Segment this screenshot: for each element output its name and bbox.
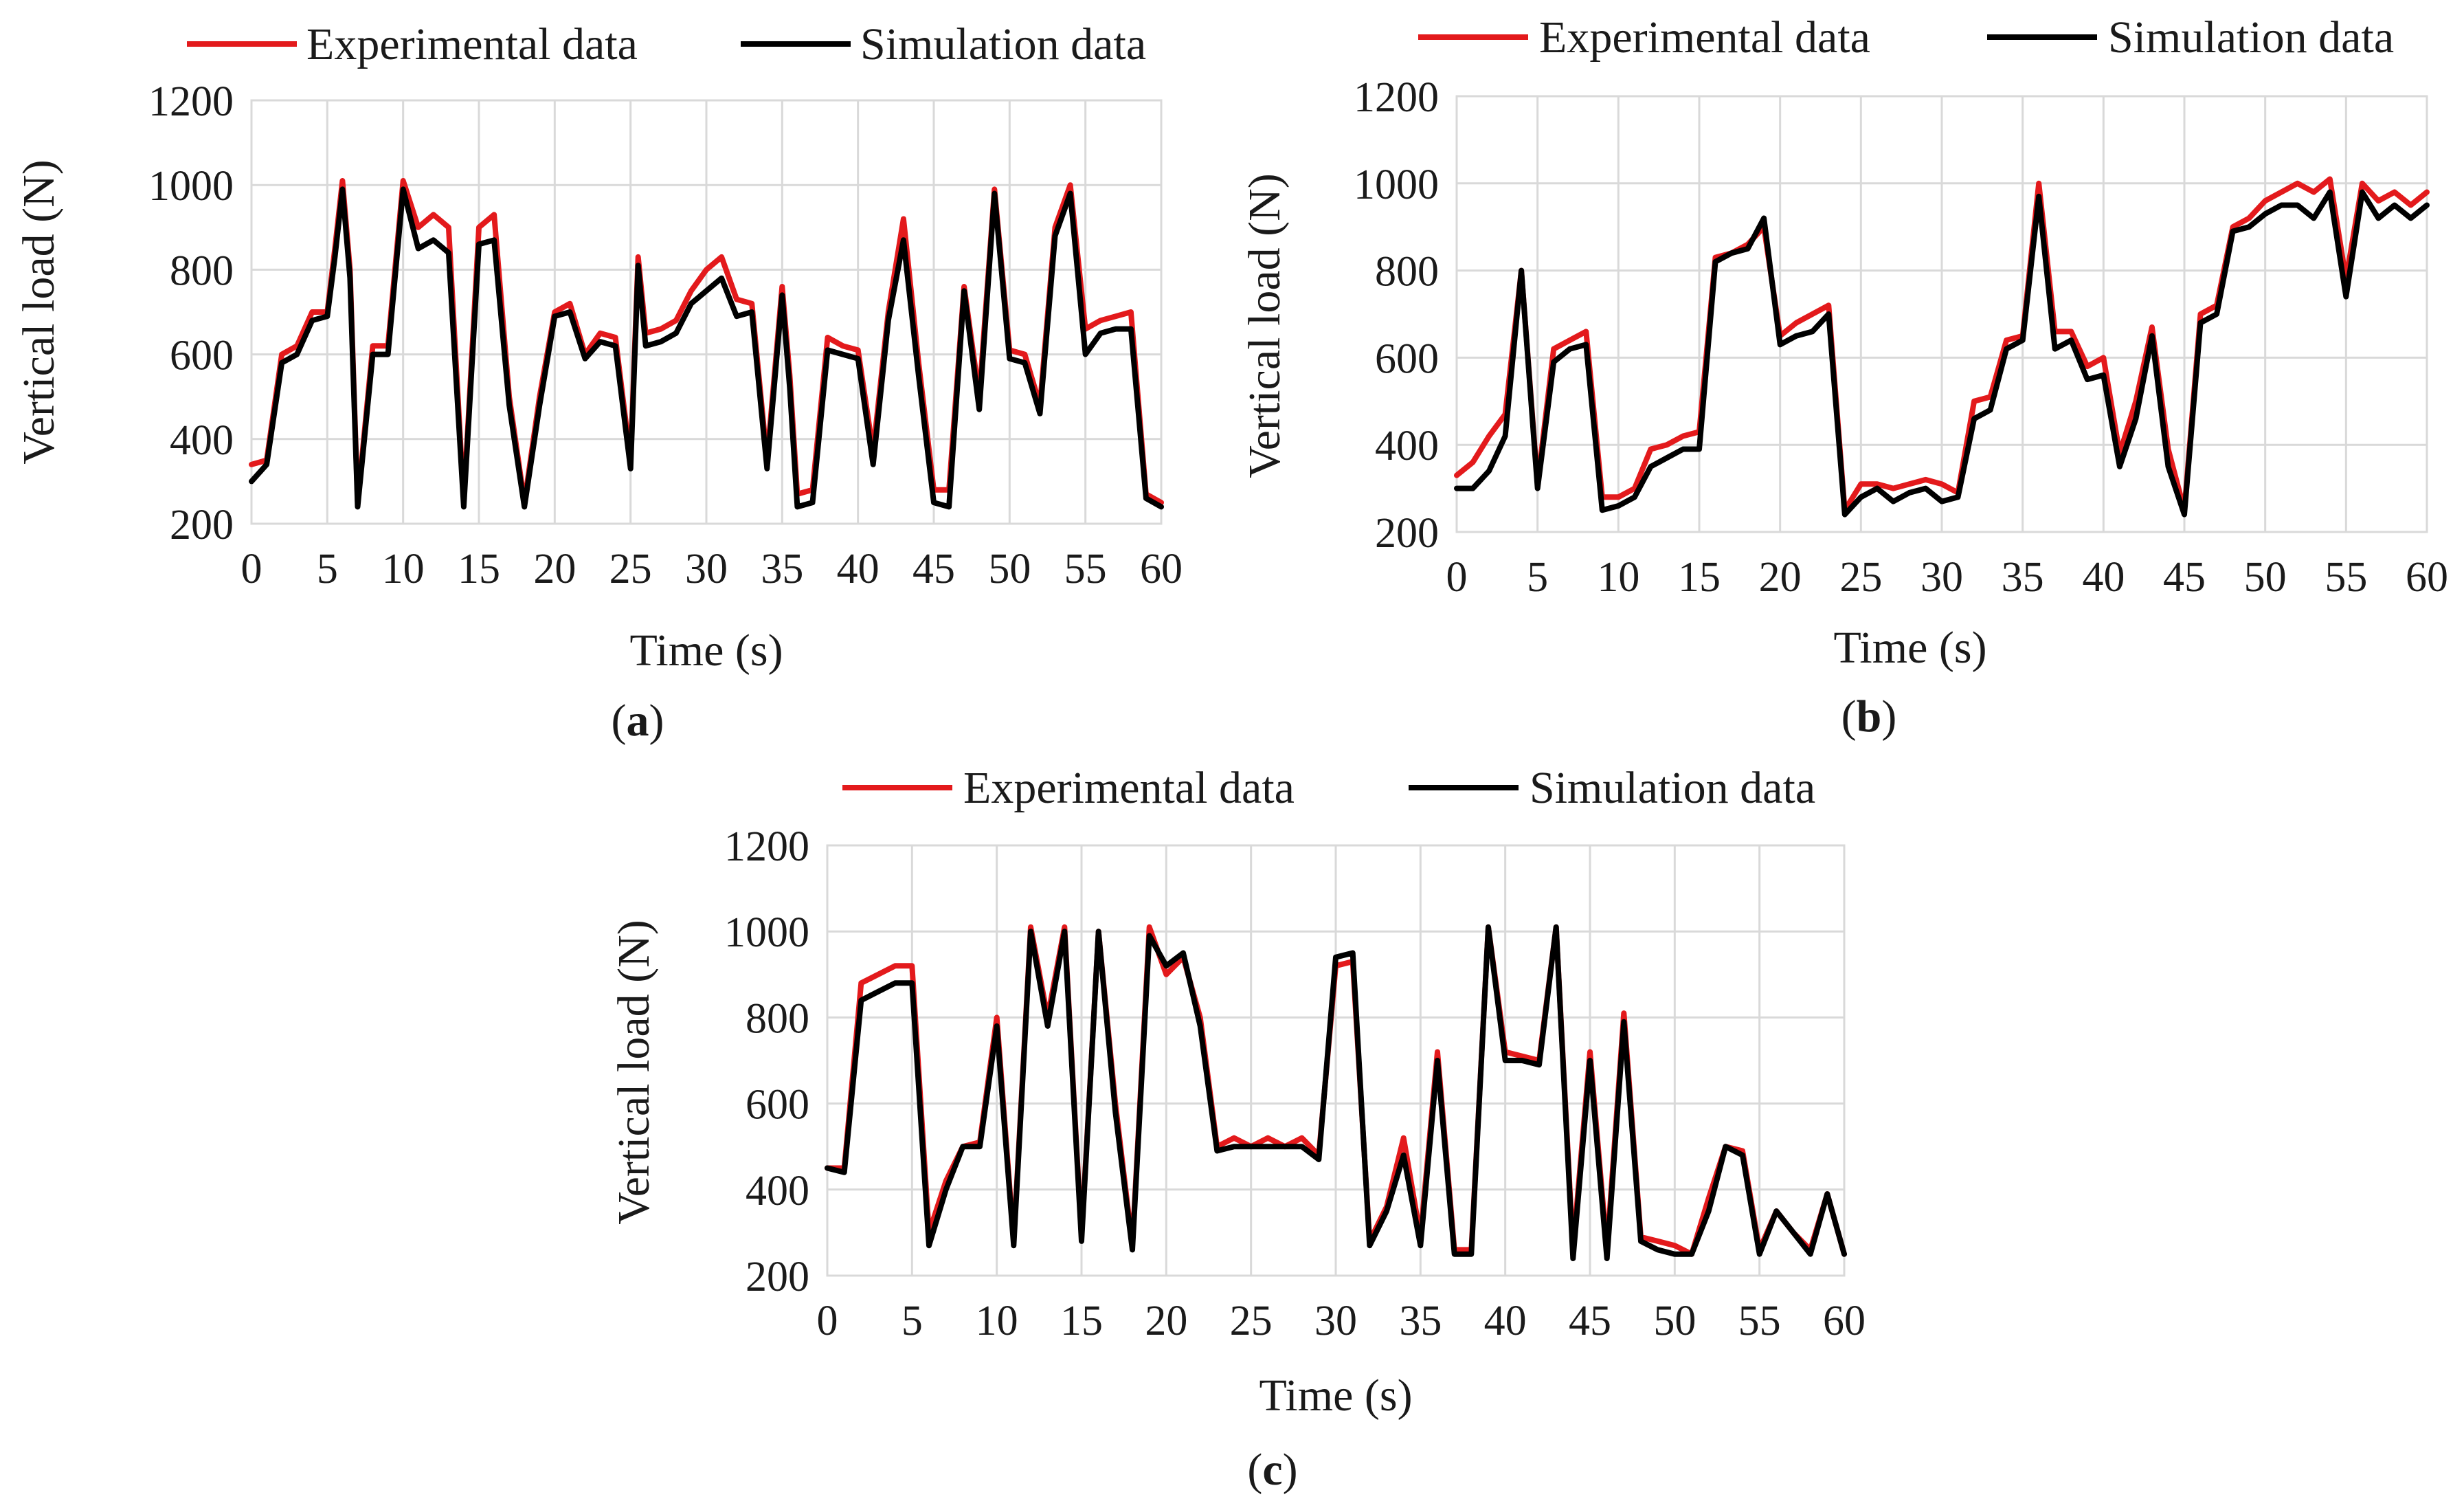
x-tick-label-b-3: 15 — [1678, 554, 1721, 601]
x-tick-label-a-2: 10 — [382, 546, 425, 592]
y-tick-label-b-0: 200 — [1375, 510, 1439, 557]
y-axis-title-b: Vertical load (N) — [1240, 173, 1290, 478]
x-tick-label-c-6: 30 — [1314, 1298, 1357, 1344]
chart-panel-b: Experimental data Simulation data 0 5 10 15… — [1240, 12, 2448, 742]
x-tick-label-b-9: 45 — [2163, 554, 2206, 601]
x-tick-label-c-5: 25 — [1230, 1298, 1273, 1344]
chart-panel-c: Experimental data Simulation data 0 5 10 15… — [609, 763, 1866, 1495]
x-tick-label-b-5: 25 — [1839, 554, 1882, 601]
x-tick-label-a-1: 5 — [317, 546, 338, 592]
x-tick-label-c-4: 20 — [1145, 1298, 1187, 1344]
plot-area-c: 0 5 10 15 20 25 30 35 40 45 50 55 60 200 400 600 800 1000… — [724, 823, 1866, 1344]
x-tick-label-a-9: 45 — [912, 546, 955, 592]
y-tick-label-a-5: 1200 — [148, 78, 234, 125]
experimental-series-line-b — [1454, 176, 2430, 513]
x-tick-label-c-12: 60 — [1823, 1298, 1866, 1344]
legend-label-experimental-c: Experimental data — [963, 763, 1295, 813]
x-tick-label-c-3: 15 — [1060, 1298, 1103, 1344]
y-tick-label-c-0: 200 — [746, 1254, 809, 1300]
panel-label-b: (b) — [1841, 691, 1897, 742]
legend-label-experimental-a: Experimental data — [306, 19, 638, 69]
y-tick-label-c-3: 800 — [746, 995, 809, 1042]
x-tick-label-a-12: 60 — [1140, 546, 1183, 592]
y-tick-label-a-4: 1000 — [148, 163, 234, 210]
x-tick-label-b-1: 5 — [1527, 554, 1548, 601]
panel-letter-c: c — [1262, 1445, 1282, 1495]
y-tick-label-c-1: 400 — [746, 1168, 809, 1214]
y-tick-label-a-3: 800 — [170, 247, 234, 294]
y-tick-label-a-1: 400 — [170, 417, 234, 464]
x-tick-label-c-0: 0 — [817, 1298, 838, 1344]
y-tick-label-c-4: 1000 — [724, 909, 809, 956]
plot-frame-c — [826, 844, 1846, 1277]
y-tick-label-b-1: 400 — [1375, 423, 1439, 469]
x-tick-label-c-8: 40 — [1484, 1298, 1527, 1344]
plot-frame-b — [1455, 95, 2428, 533]
chart-panel-a: Experimental data Simulation data 0 5 10 15… — [14, 19, 1183, 746]
y-tick-label-b-3: 800 — [1375, 249, 1439, 296]
x-tick-label-b-7: 35 — [2002, 554, 2044, 601]
simulation-series-line-a — [249, 186, 1164, 510]
y-axis-title-a: Vertical load (N) — [14, 159, 64, 464]
legend-label-simulation-a: Simulation data — [860, 19, 1146, 69]
x-axis-title-c: Time (s) — [1259, 1370, 1412, 1421]
plot-frame-a — [250, 99, 1163, 525]
x-tick-label-a-10: 50 — [988, 546, 1031, 592]
y-tick-label-c-5: 1200 — [724, 823, 809, 870]
simulation-series-line-c — [825, 924, 1847, 1261]
x-tick-label-c-2: 10 — [976, 1298, 1018, 1344]
plot-area-a: 0 5 10 15 20 25 30 35 40 45 50 55 60 200 400 600 800 1000… — [148, 78, 1183, 592]
y-tick-label-b-4: 1000 — [1354, 162, 1439, 208]
x-tick-label-a-5: 25 — [609, 546, 652, 592]
y-tick-label-a-2: 600 — [170, 333, 234, 379]
x-tick-label-a-7: 35 — [761, 546, 803, 592]
x-tick-label-a-3: 15 — [458, 546, 500, 592]
x-tick-label-a-4: 20 — [533, 546, 576, 592]
x-tick-label-b-8: 40 — [2082, 554, 2125, 601]
panel-letter-b: b — [1857, 691, 1882, 742]
x-axis-title-b: Time (s) — [1833, 623, 1986, 673]
x-tick-label-b-6: 30 — [1920, 554, 1963, 601]
y-tick-label-a-0: 200 — [170, 502, 234, 548]
x-tick-label-c-11: 55 — [1738, 1298, 1781, 1344]
y-tick-label-c-2: 600 — [746, 1082, 809, 1129]
x-tick-label-c-9: 45 — [1569, 1298, 1611, 1344]
x-axis-title-a: Time (s) — [629, 625, 783, 676]
legend-label-experimental-b: Experimental data — [1539, 12, 1870, 63]
x-tick-label-a-0: 0 — [241, 546, 262, 592]
y-tick-label-b-2: 600 — [1375, 335, 1439, 382]
x-tick-label-c-7: 35 — [1399, 1298, 1442, 1344]
y-tick-label-b-5: 1200 — [1354, 74, 1439, 121]
x-tick-label-b-11: 55 — [2325, 554, 2367, 601]
x-tick-label-a-8: 40 — [837, 546, 880, 592]
plot-area-b: 0 5 10 15 20 25 30 35 40 45 50 55 60 200 400 600 800 1000… — [1354, 74, 2448, 601]
x-tick-label-b-4: 20 — [1759, 554, 1802, 601]
x-tick-label-c-10: 50 — [1653, 1298, 1696, 1344]
panel-letter-a: a — [627, 696, 649, 746]
legend-a: Experimental data Simulation data — [187, 19, 1146, 69]
x-tick-label-a-11: 55 — [1064, 546, 1107, 592]
x-tick-label-c-1: 5 — [901, 1298, 923, 1344]
simulation-series-line-b — [1454, 189, 2430, 518]
x-tick-label-b-2: 10 — [1597, 554, 1639, 601]
y-axis-title-c: Vertical load (N) — [609, 920, 659, 1224]
x-tick-label-a-6: 30 — [685, 546, 728, 592]
panel-label-a: (a) — [612, 696, 664, 746]
legend-c: Experimental data Simulation data — [842, 763, 1815, 813]
x-tick-label-b-10: 50 — [2244, 554, 2287, 601]
panel-label-c: (c) — [1247, 1445, 1297, 1495]
x-tick-label-b-12: 60 — [2406, 554, 2448, 601]
legend-label-simulation-c: Simulation data — [1530, 763, 1815, 813]
legend-label-simulation-b: Simulation data — [2108, 12, 2394, 63]
legend-b: Experimental data Simulation data — [1418, 12, 2394, 63]
x-tick-label-b-0: 0 — [1446, 554, 1468, 601]
